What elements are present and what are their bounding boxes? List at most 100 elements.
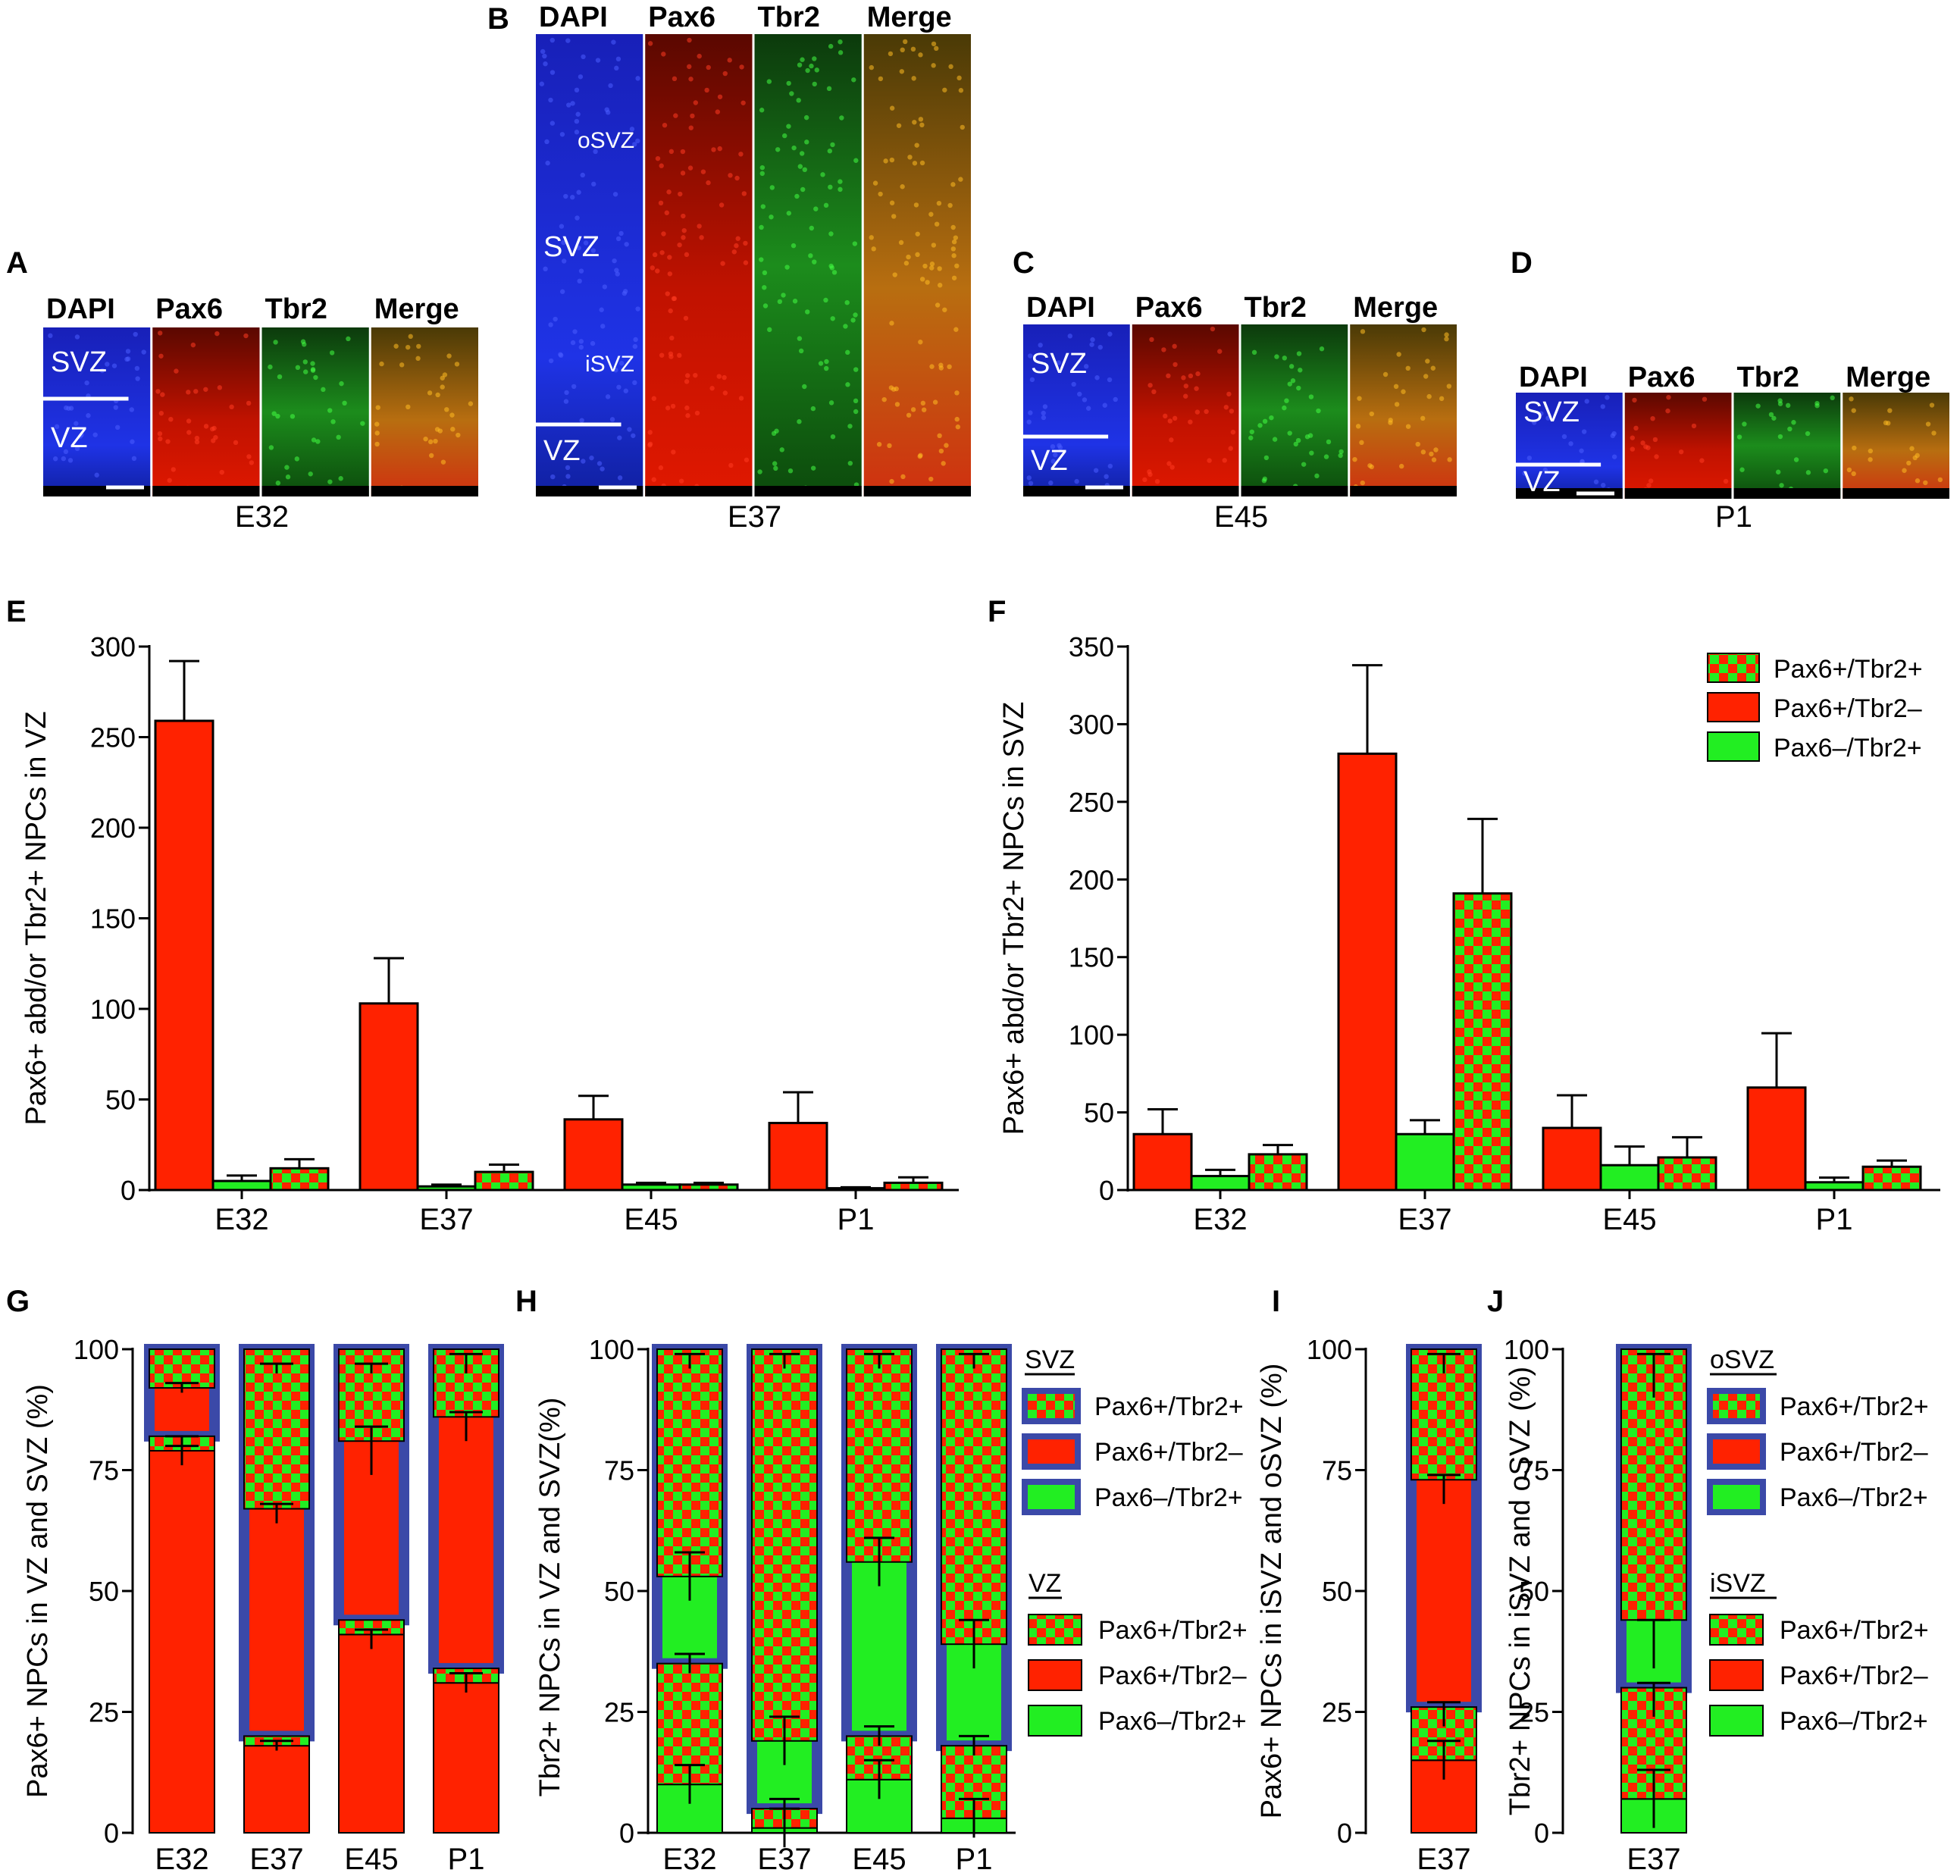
cell-dot (1229, 409, 1235, 414)
cell-dot (903, 39, 908, 45)
cell-dot (612, 139, 617, 145)
x-tick-label: E37 (1417, 1843, 1470, 1876)
x-tick-label: E45 (344, 1843, 398, 1876)
cell-dot (728, 462, 734, 468)
cell-dot (589, 455, 594, 461)
cell-dot (434, 427, 440, 432)
cell-dot (900, 474, 906, 480)
cell-dot (295, 365, 301, 371)
cell-dot (1868, 448, 1874, 454)
bar-E32-Pax6+/Tbr2+ (1248, 1153, 1308, 1192)
cell-dot (1723, 478, 1729, 484)
cell-dot (672, 296, 678, 302)
cell-dot (706, 64, 711, 70)
cell-dot (838, 50, 844, 55)
cell-dot (1522, 471, 1527, 476)
cell-dot (135, 376, 140, 381)
cell-dot (800, 57, 805, 62)
legend-title: iSVZ (1710, 1569, 1766, 1598)
cell-dot (574, 130, 580, 135)
tissue-edge (1241, 486, 1348, 496)
cell-dot (539, 81, 545, 86)
cell-dot (683, 315, 689, 321)
cell-dot (1026, 419, 1032, 424)
legend-swatch (1709, 1614, 1764, 1646)
cell-dot (769, 215, 774, 220)
cell-dot (942, 87, 947, 92)
channel-label-tbr2: Tbr2 (758, 2, 820, 33)
cell-dot (1439, 396, 1445, 402)
cell-dot (665, 406, 671, 411)
cell-dot (650, 265, 655, 271)
cell-dot (743, 240, 748, 246)
cell-dot (559, 224, 565, 229)
cell-dot (1736, 434, 1742, 440)
panel-label-C: C (1013, 246, 1035, 280)
cell-dot (899, 69, 905, 74)
cell-dot (680, 149, 686, 155)
x-tick-label: E37 (1627, 1843, 1680, 1876)
cell-dot (797, 62, 803, 67)
cell-dot (928, 211, 934, 217)
cell-dot (827, 149, 833, 154)
cell-dot (955, 424, 961, 430)
cell-dot (1172, 415, 1178, 421)
cell-dot (687, 165, 694, 171)
cell-dot (1771, 415, 1777, 421)
legend-label: Pax6+/Tbr2– (1774, 694, 1922, 723)
tissue-edge (261, 486, 369, 496)
cell-dot (1181, 375, 1186, 381)
legend-label: Pax6+/Tbr2– (1780, 1438, 1928, 1467)
legend-swatch (1022, 1433, 1081, 1470)
cell-dot (1600, 404, 1605, 409)
cell-dot (687, 64, 692, 70)
cell-dot (1742, 421, 1747, 427)
cell-dot (1293, 441, 1298, 447)
cell-dot (581, 54, 586, 60)
cell-dot (615, 271, 620, 277)
legend-label: Pax6+/Tbr2+ (1774, 655, 1923, 684)
legend-swatch (1707, 692, 1760, 722)
cell-dot (941, 461, 946, 466)
cell-dot (700, 169, 706, 174)
cell-dot (951, 275, 957, 280)
cell-dot (711, 147, 716, 152)
cell-dot (944, 443, 949, 448)
cell-dot (129, 407, 134, 412)
cell-dot (1057, 443, 1062, 448)
cell-dot (759, 164, 766, 171)
cell-dot (953, 327, 959, 332)
cell-dot (802, 167, 807, 173)
cell-dot (1173, 362, 1178, 368)
cell-dot (947, 364, 952, 370)
stack-segment-E37 (243, 1348, 310, 1510)
cell-dot (1851, 471, 1856, 477)
bar-E32-Pax6+/Tbr2+ (269, 1167, 330, 1192)
cell-dot (578, 74, 584, 80)
cell-dot (277, 374, 283, 380)
cell-dot (423, 436, 428, 442)
x-tick-label: P1 (448, 1843, 485, 1876)
cell-dot (1042, 404, 1048, 409)
cell-dot (590, 248, 596, 253)
cell-dot (194, 435, 200, 441)
cell-dot (616, 384, 622, 390)
cell-dot (329, 350, 335, 355)
cell-dot (1902, 468, 1907, 473)
y-tick-label: 0 (619, 1818, 634, 1849)
cell-dot (810, 465, 816, 471)
cell-dot (1909, 446, 1915, 451)
cell-dot (1029, 377, 1035, 383)
channel-image-pax6 (152, 327, 260, 496)
cell-dot (667, 271, 673, 277)
cell-dot (1755, 403, 1761, 409)
channel-image-merge (1843, 393, 1949, 499)
zone-label-vz: VZ (543, 435, 581, 467)
cell-dot (1601, 482, 1606, 488)
cell-dot (74, 446, 80, 452)
cell-dot (243, 333, 249, 339)
cell-dot (1107, 377, 1113, 383)
cell-dot (211, 438, 216, 443)
cell-dot (1074, 478, 1079, 484)
bar-E32-Pax6+/Tbr2– (1132, 1132, 1193, 1192)
